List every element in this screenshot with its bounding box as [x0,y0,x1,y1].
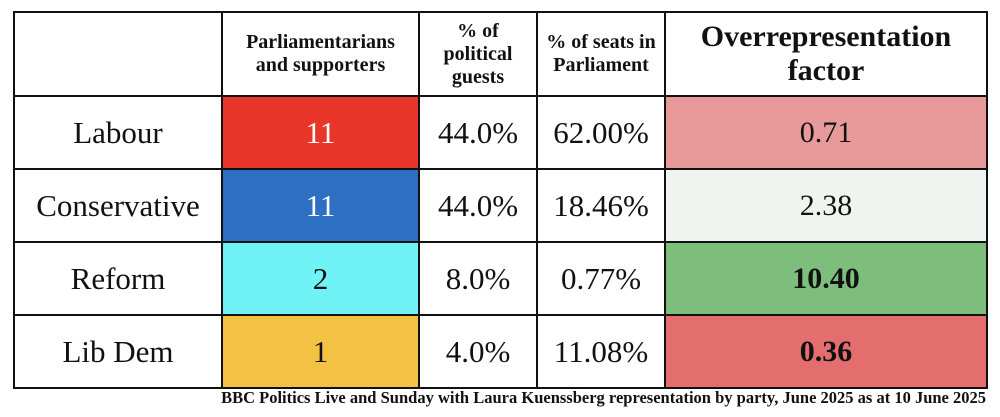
overrepresentation-factor: 0.36 [664,314,988,389]
guests-pct: 44.0% [418,95,538,170]
header-seats-pct: % of seats in Parliament [536,11,666,97]
header-factor: Overrepresentation factor [664,11,988,97]
party-count: 1 [221,314,420,389]
party-name: Conservative [13,168,223,243]
representation-table: Parliamentarians and supporters % of pol… [13,11,988,389]
party-name: Reform [13,241,223,316]
seats-pct: 62.00% [536,95,666,170]
guests-pct: 8.0% [418,241,538,316]
table-row: Lib Dem 1 4.0% 11.08% 0.36 [13,314,988,389]
overrepresentation-factor: 0.71 [664,95,988,170]
overrepresentation-factor: 2.38 [664,168,988,243]
seats-pct: 11.08% [536,314,666,389]
party-count: 11 [221,168,420,243]
overrepresentation-factor: 10.40 [664,241,988,316]
header-row: Parliamentarians and supporters % of pol… [13,11,988,97]
party-name: Labour [13,95,223,170]
party-count: 11 [221,95,420,170]
table-row: Labour 11 44.0% 62.00% 0.71 [13,95,988,170]
party-count: 2 [221,241,420,316]
seats-pct: 0.77% [536,241,666,316]
table-row: Reform 2 8.0% 0.77% 10.40 [13,241,988,316]
guests-pct: 44.0% [418,168,538,243]
seats-pct: 18.46% [536,168,666,243]
header-guests-pct: % of political guests [418,11,538,97]
table-caption: BBC Politics Live and Sunday with Laura … [221,388,986,407]
party-name: Lib Dem [13,314,223,389]
table-row: Conservative 11 44.0% 18.46% 2.38 [13,168,988,243]
header-party [13,11,223,97]
header-count: Parliamentarians and supporters [221,11,420,97]
guests-pct: 4.0% [418,314,538,389]
